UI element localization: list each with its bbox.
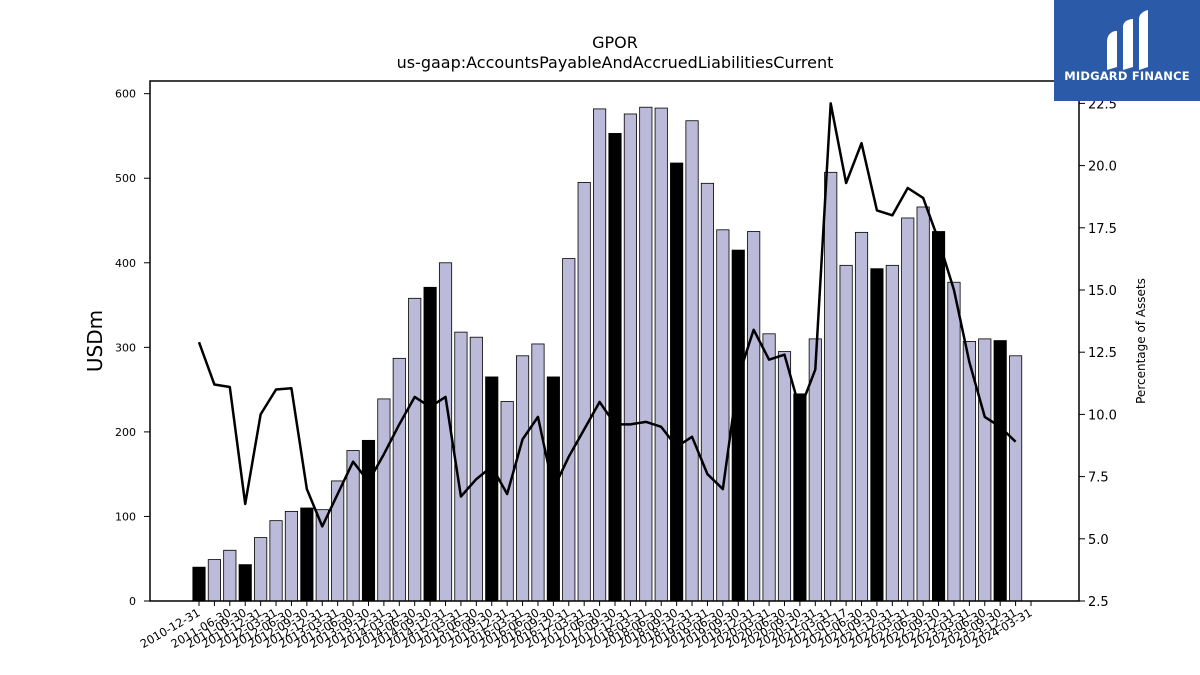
bar [870,268,884,602]
chart-title: GPOR [592,33,638,52]
bar [839,264,853,602]
y-tick-label: 100 [115,510,136,523]
x-axis: 2010-12-312011-06-302011-09-302011-12-31… [138,601,1035,651]
y2-tick-label: 2.5 [1088,595,1109,610]
bar [531,343,545,602]
y2-axis: 2.5 5.0 7.5 10.0 12.5 15.0 17.5 20.0 22.5 [1079,97,1117,610]
bar [392,357,406,602]
bars-group [192,106,1023,602]
bar [762,333,776,602]
y2-tick-label: 10.0 [1088,408,1117,423]
bar [685,120,699,602]
line-group [197,102,1017,528]
y2-tick-label: 12.5 [1088,346,1117,361]
bar [854,231,869,602]
bar [377,398,391,602]
chart-subtitle: us-gaap:AccountsPayableAndAccruedLiabili… [397,53,834,72]
y2-tick-label: 5.0 [1088,533,1109,548]
bar [254,537,268,602]
bar [500,401,514,602]
y-tick-label: 600 [115,88,136,101]
y2-tick-label: 15.0 [1088,284,1117,299]
y-tick-label: 500 [115,172,136,185]
bar [700,182,715,602]
bar [931,231,946,602]
y2-tick-label: 20.0 [1088,160,1117,175]
bar [901,217,915,602]
bar [331,480,345,602]
bar [623,113,637,602]
bar [608,133,622,602]
bar [793,393,807,602]
bar [269,520,283,602]
y-tick-label: 300 [115,341,136,354]
y2-axis-label: Percentage of Assets [1134,278,1148,404]
bar [993,340,1007,602]
bar [716,229,730,602]
bar [300,507,314,602]
bar [885,264,899,602]
bar [361,439,376,602]
y2-tick-label: 7.5 [1088,471,1109,486]
pct-assets-line [197,102,1017,528]
bar [238,564,252,602]
bar [284,510,299,602]
bar [485,376,499,602]
bar [731,249,745,602]
bar [639,106,653,602]
bar [1009,355,1023,602]
bar [423,286,437,602]
y-tick-label: 0 [129,595,136,608]
y2-tick-label: 22.5 [1088,97,1117,112]
logo-mark-icon [1107,10,1148,70]
bar [207,559,221,602]
bar [670,162,684,602]
bar [747,231,761,602]
y2-tick-label: 17.5 [1088,222,1117,237]
y-axis-label: USDm [83,310,107,372]
bar [408,297,422,602]
bar [515,355,530,602]
bar [593,108,607,602]
bar [192,566,206,602]
bar [824,171,838,602]
bar [469,336,483,602]
brand-logo: MIDGARD FINANCE [1054,0,1200,101]
logo-text: MIDGARD FINANCE [1064,69,1190,83]
bar [223,549,237,602]
bar [654,107,668,602]
bar [916,206,930,602]
bar [978,338,992,602]
y-tick-label: 400 [115,257,136,270]
bar [777,351,792,602]
y-tick-label: 200 [115,426,136,439]
bar [947,281,961,602]
bar [577,182,591,602]
bar [562,258,576,602]
y-axis: 0 100 200 300 400 500 600 [115,88,150,608]
plot-frame [149,80,1080,602]
